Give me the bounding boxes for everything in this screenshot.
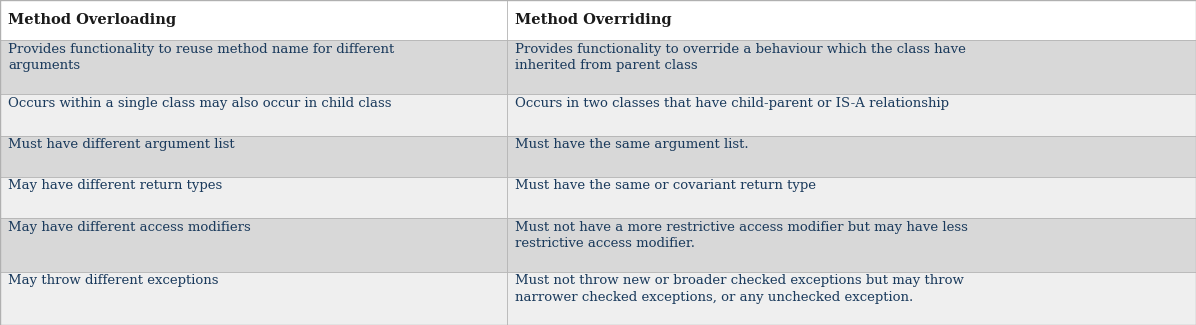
Bar <box>0 271 507 325</box>
Text: Must have the same or covariant return type: Must have the same or covariant return t… <box>515 179 817 192</box>
Text: Provides functionality to override a behaviour which the class have
inherited fr: Provides functionality to override a beh… <box>515 43 966 72</box>
Text: Must have different argument list: Must have different argument list <box>8 138 234 151</box>
Bar <box>0 136 507 177</box>
Text: Occurs in two classes that have child-parent or IS-A relationship: Occurs in two classes that have child-pa… <box>515 97 950 110</box>
Bar <box>507 177 1196 218</box>
Text: Must have the same argument list.: Must have the same argument list. <box>515 138 749 151</box>
Bar <box>0 218 507 271</box>
Bar <box>507 0 1196 40</box>
Bar <box>0 40 507 94</box>
Bar <box>507 40 1196 94</box>
Bar <box>507 218 1196 271</box>
Text: Method Overloading: Method Overloading <box>8 13 177 27</box>
Text: Must not throw new or broader checked exceptions but may throw
narrower checked : Must not throw new or broader checked ex… <box>515 274 964 304</box>
Bar <box>507 136 1196 177</box>
Bar <box>0 94 507 136</box>
Text: May throw different exceptions: May throw different exceptions <box>8 274 219 287</box>
Text: Must not have a more restrictive access modifier but may have less
restrictive a: Must not have a more restrictive access … <box>515 221 969 250</box>
Text: Occurs within a single class may also occur in child class: Occurs within a single class may also oc… <box>8 97 392 110</box>
Bar <box>507 94 1196 136</box>
Bar <box>0 0 507 40</box>
Text: May have different return types: May have different return types <box>8 179 222 192</box>
Bar <box>0 177 507 218</box>
Text: May have different access modifiers: May have different access modifiers <box>8 221 251 234</box>
Text: Provides functionality to reuse method name for different
arguments: Provides functionality to reuse method n… <box>8 43 395 72</box>
Bar <box>507 271 1196 325</box>
Text: Method Overriding: Method Overriding <box>515 13 672 27</box>
